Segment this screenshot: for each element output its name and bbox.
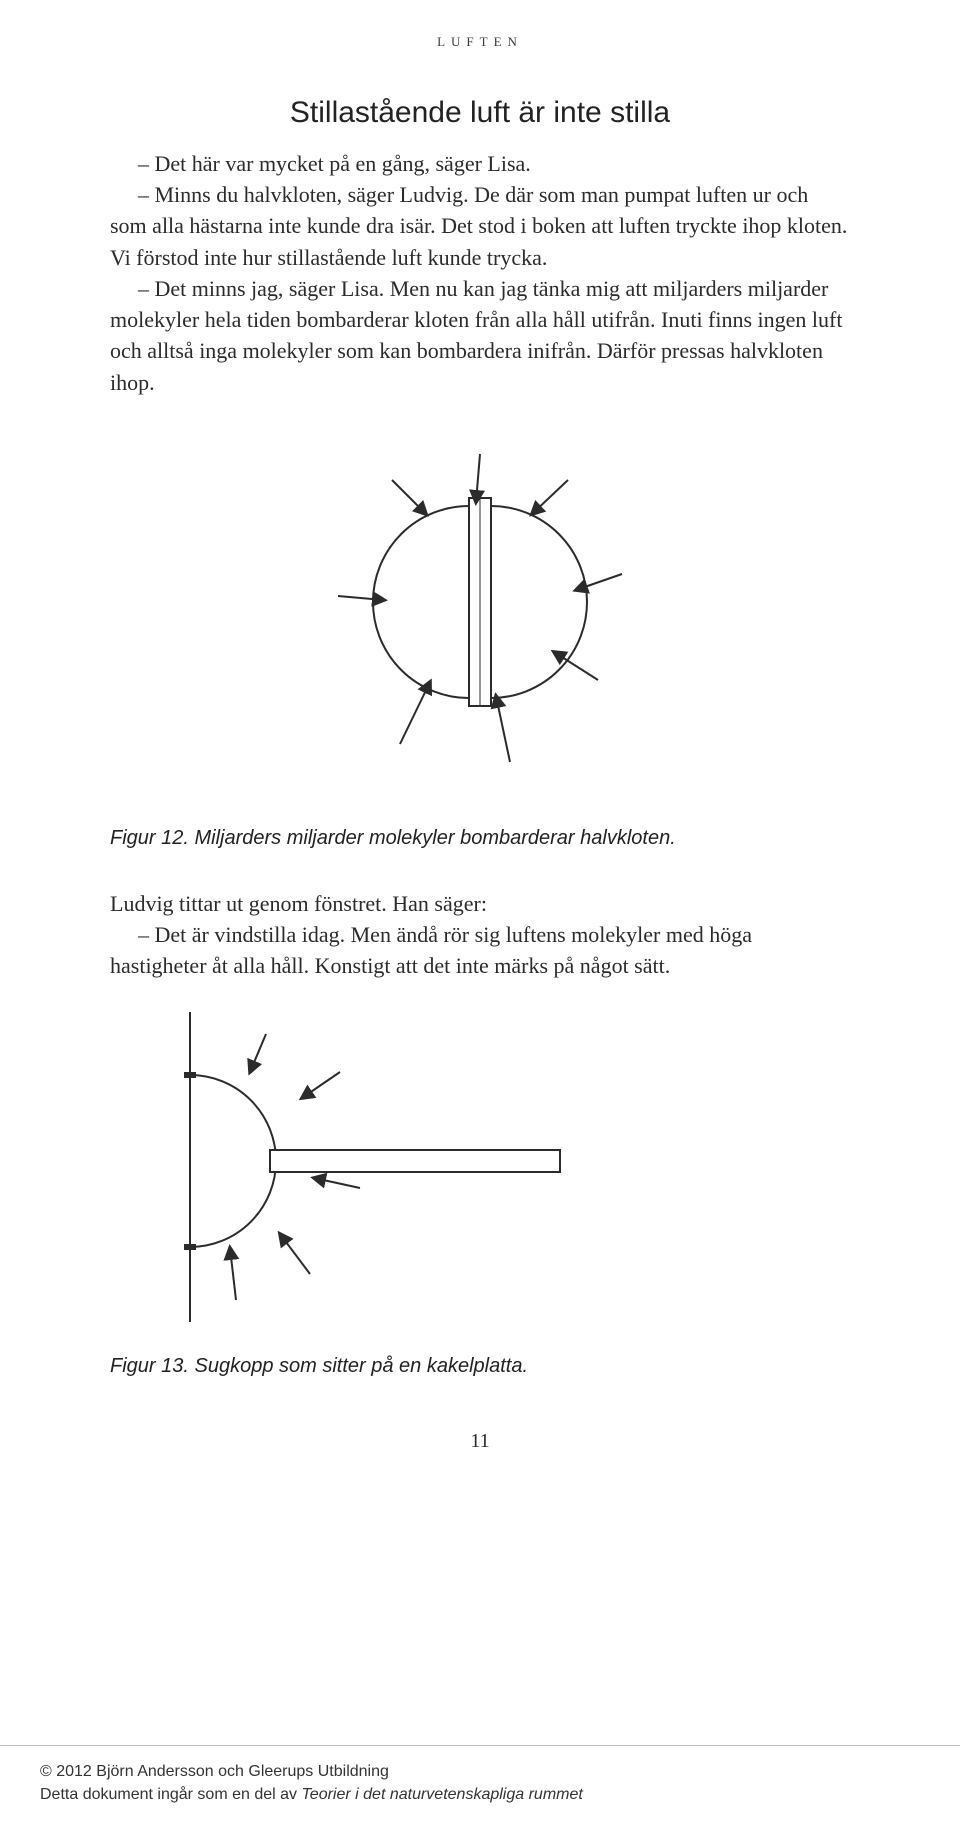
footer-line-2: Detta dokument ingår som en del av Teori… [40, 1783, 583, 1806]
figure-13-caption: Figur 13. Sugkopp som sitter på en kakel… [110, 1355, 850, 1378]
page-number: 11 [110, 1430, 850, 1453]
para-2b: – Det är vindstilla idag. Men ändå rör s… [110, 919, 850, 981]
figure-12 [110, 432, 850, 787]
paragraph-block-1: – Det här var mycket på en gång, säger L… [110, 148, 850, 398]
footer-line-2b: Teorier i det naturvetenskapliga rummet [301, 1786, 582, 1803]
footer-line-2a: Detta dokument ingår som en del av [40, 1786, 301, 1803]
footer-rule [0, 1745, 960, 1746]
footer-line-1: © 2012 Björn Andersson och Gleerups Utbi… [40, 1760, 583, 1783]
page: luften Stillastående luft är inte stilla… [0, 0, 960, 1832]
section-title: Stillastående luft är inte stilla [110, 96, 850, 130]
figure-13-svg [150, 1012, 570, 1322]
figure-13 [110, 1012, 890, 1327]
footer: © 2012 Björn Andersson och Gleerups Utbi… [40, 1760, 583, 1806]
figure-12-svg [280, 432, 680, 782]
paragraph-block-2: Ludvig tittar ut genom fönstret. Han säg… [110, 888, 850, 982]
para-2a: Ludvig tittar ut genom fönstret. Han säg… [110, 888, 850, 919]
running-head: luften [110, 30, 850, 52]
para-1a: – Det här var mycket på en gång, säger L… [110, 148, 850, 179]
figure-12-caption: Figur 12. Miljarders miljarder molekyler… [110, 827, 850, 850]
para-1c: – Det minns jag, säger Lisa. Men nu kan … [110, 273, 850, 398]
para-1b: – Minns du halvkloten, säger Ludvig. De … [110, 179, 850, 273]
